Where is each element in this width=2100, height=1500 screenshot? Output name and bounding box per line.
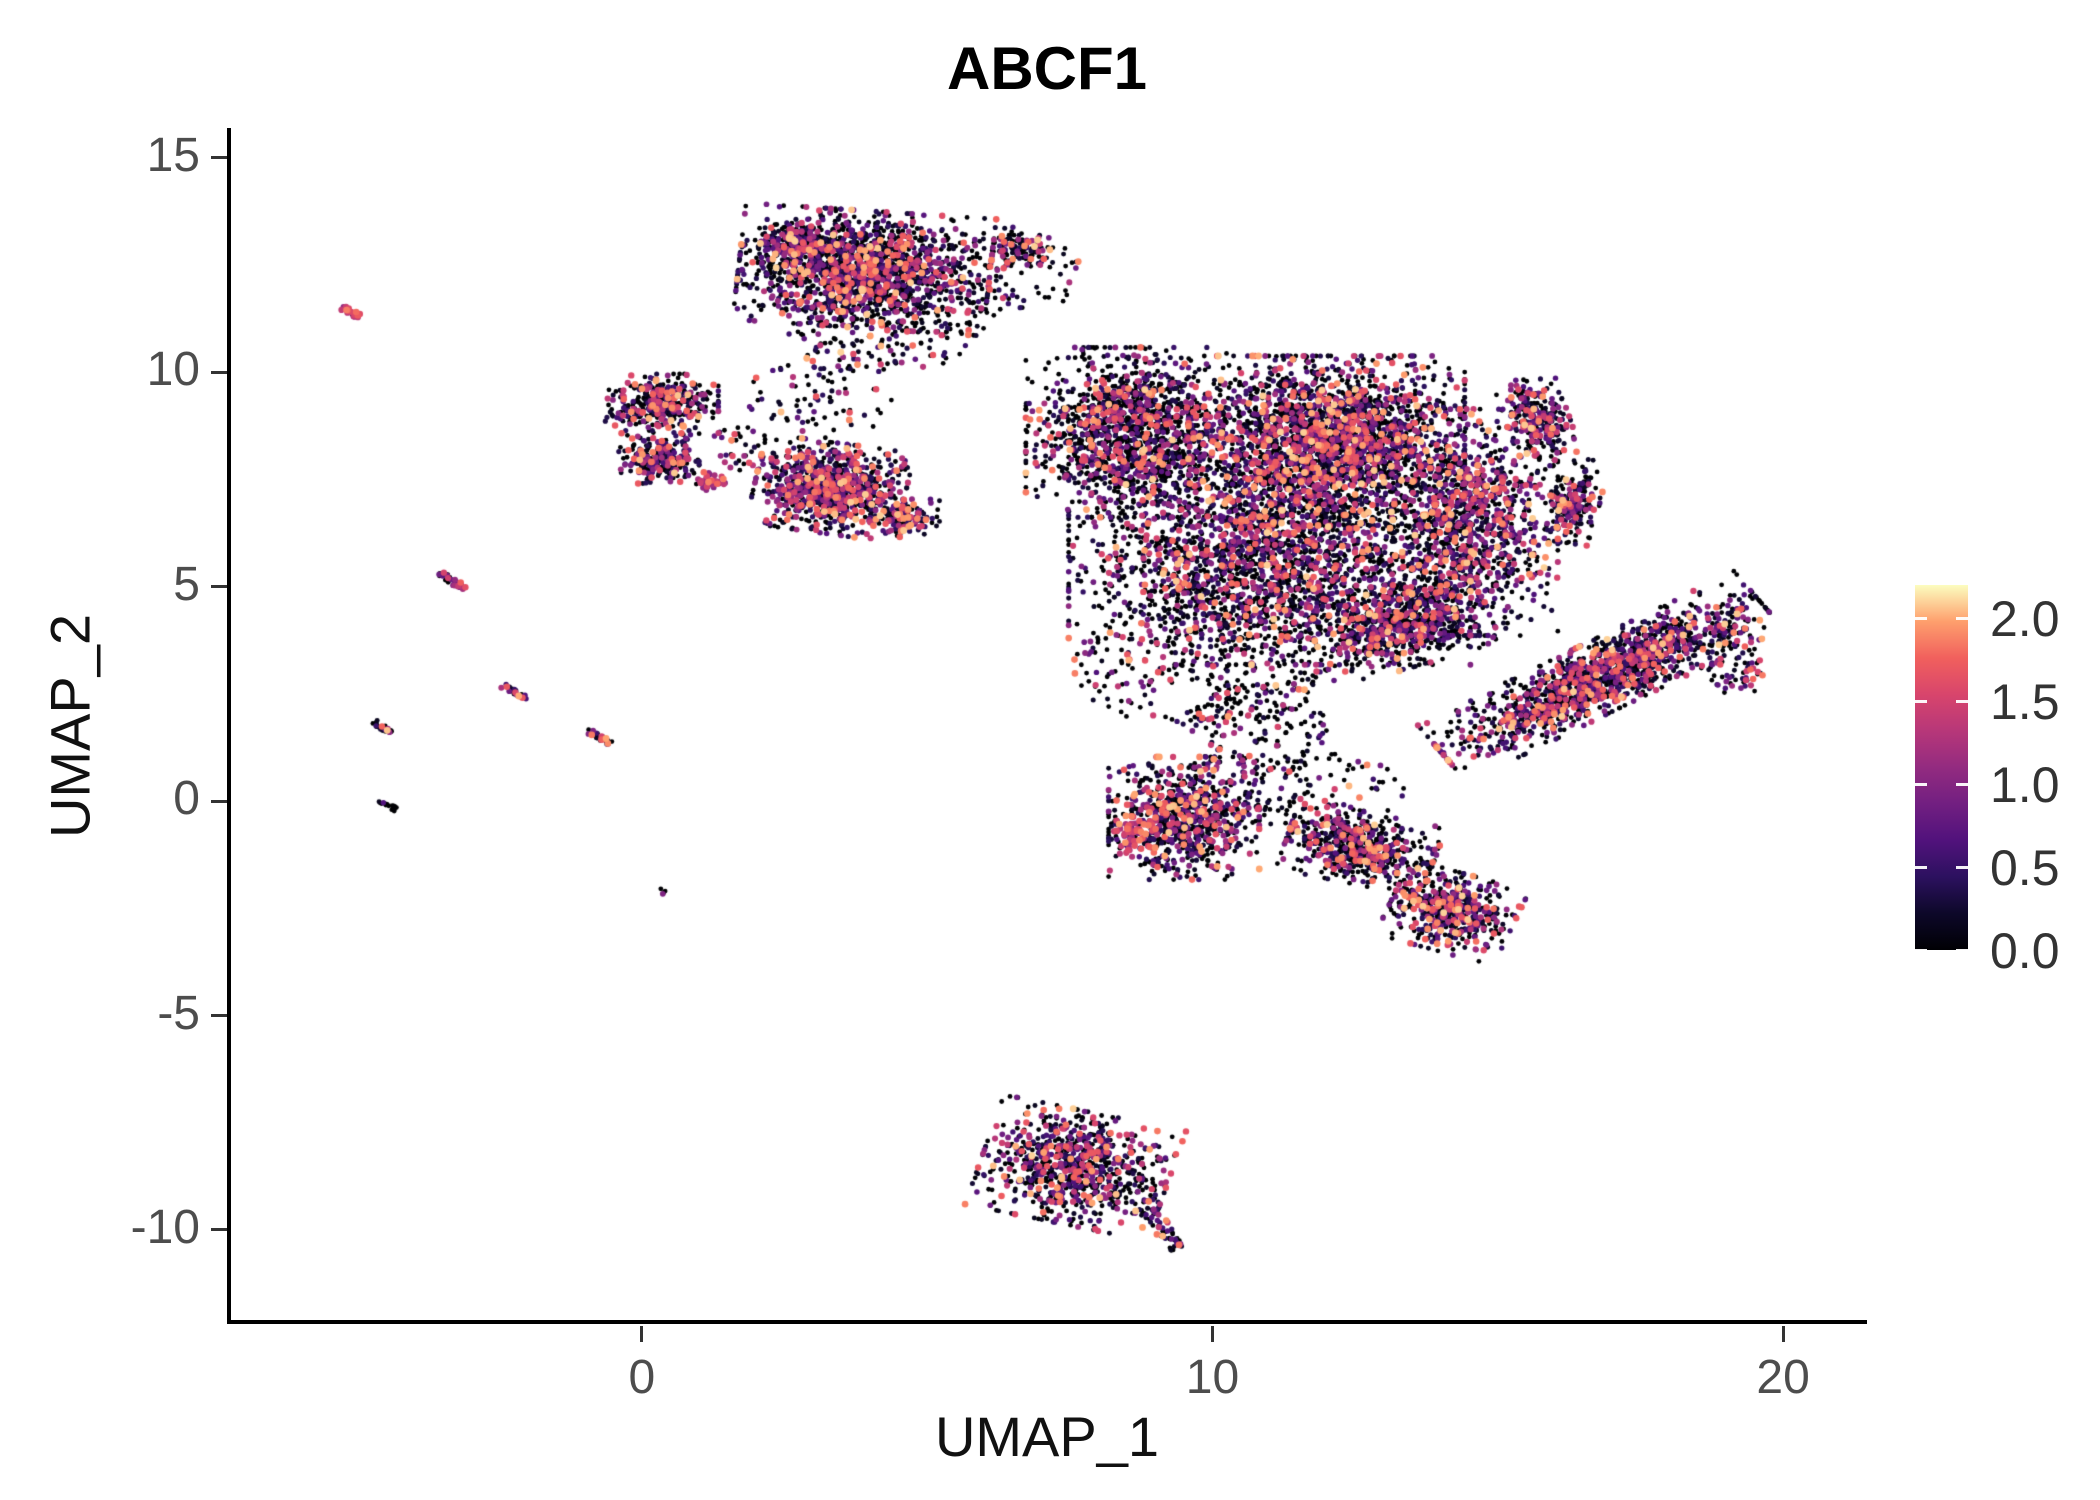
y-tick-mark: [211, 1014, 227, 1018]
colorbar-tick-label: 0.0: [1990, 923, 2060, 979]
x-tick-mark: [640, 1326, 644, 1342]
colorbar-tick-mark: [1915, 616, 1927, 620]
colorbar-tick-label: 1.5: [1990, 674, 2060, 731]
y-tick-label: 0: [173, 772, 200, 826]
y-tick-label: 10: [146, 343, 200, 397]
colorbar-tick-mark: [1956, 782, 1968, 786]
x-axis-line: [227, 1320, 1867, 1324]
colorbar-tick-mark: [1915, 699, 1927, 703]
y-tick-label: -10: [130, 1200, 200, 1254]
x-axis-title: UMAP_1: [934, 1405, 1160, 1468]
colorbar-tick-mark: [1915, 948, 1927, 952]
y-tick-mark: [211, 799, 227, 803]
y-axis-line: [227, 128, 231, 1324]
colorbar-tick-mark: [1956, 948, 1968, 952]
colorbar-tick-mark: [1956, 616, 1968, 620]
colorbar-tick-mark: [1915, 782, 1927, 786]
colorbar-tick-label: 2.0: [1990, 591, 2060, 648]
x-tick-label: 10: [1185, 1351, 1240, 1404]
colorbar-tick-mark: [1956, 699, 1968, 703]
y-tick-label: 15: [146, 128, 200, 182]
x-tick-mark: [1210, 1326, 1214, 1342]
colorbar-tick-label: 1.0: [1990, 757, 2060, 814]
x-tick-label: 20: [1756, 1351, 1810, 1404]
x-tick-mark: [1781, 1326, 1785, 1342]
x-tick-label: 0: [628, 1351, 656, 1404]
y-tick-mark: [211, 1228, 227, 1232]
y-tick-label: 5: [173, 557, 200, 611]
y-tick-mark: [211, 370, 227, 374]
colorbar-tick-mark: [1915, 865, 1927, 869]
y-tick-mark: [211, 585, 227, 589]
colorbar-tick-label: 0.5: [1990, 840, 2060, 897]
colorbar-tick-mark: [1956, 865, 1968, 869]
colorbar-gradient: [1915, 585, 1968, 950]
y-tick-mark: [211, 156, 227, 160]
y-axis-title: UMAP_2: [38, 613, 102, 839]
y-tick-label: -5: [157, 986, 200, 1040]
